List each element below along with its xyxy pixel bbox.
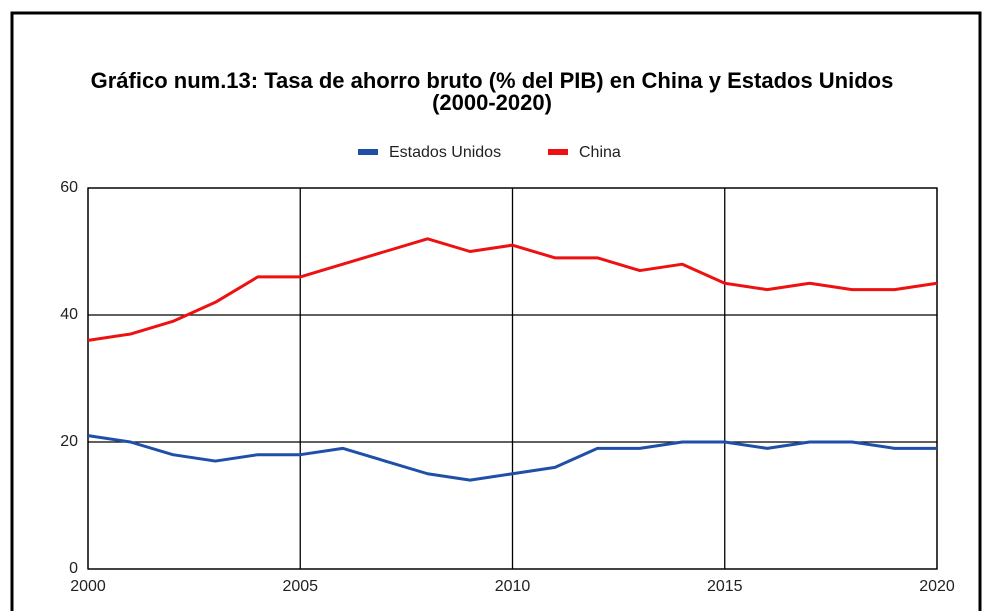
plot-border (87, 187, 938, 570)
x-tick-label: 2005 (282, 578, 318, 595)
legend-label: China (579, 144, 621, 161)
y-tick-label: 40 (60, 306, 78, 323)
series-line (87, 434, 937, 482)
series-line (87, 237, 938, 342)
y-tick-label: 20 (60, 433, 78, 450)
legend-swatch (358, 149, 378, 155)
legend-swatch (548, 149, 568, 155)
y-tick-label: 60 (60, 179, 78, 196)
legend-label: Estados Unidos (389, 144, 501, 161)
frame (10, 11, 982, 611)
x-tick-label: 2020 (919, 578, 955, 595)
y-tick-label: 0 (69, 560, 78, 577)
x-tick-label: 2010 (495, 578, 531, 595)
chart-title: Gráfico num.13: Tasa de ahorro bruto (% … (90, 68, 894, 115)
x-tick-label: 2015 (707, 578, 743, 595)
x-tick-label: 2000 (70, 578, 106, 595)
